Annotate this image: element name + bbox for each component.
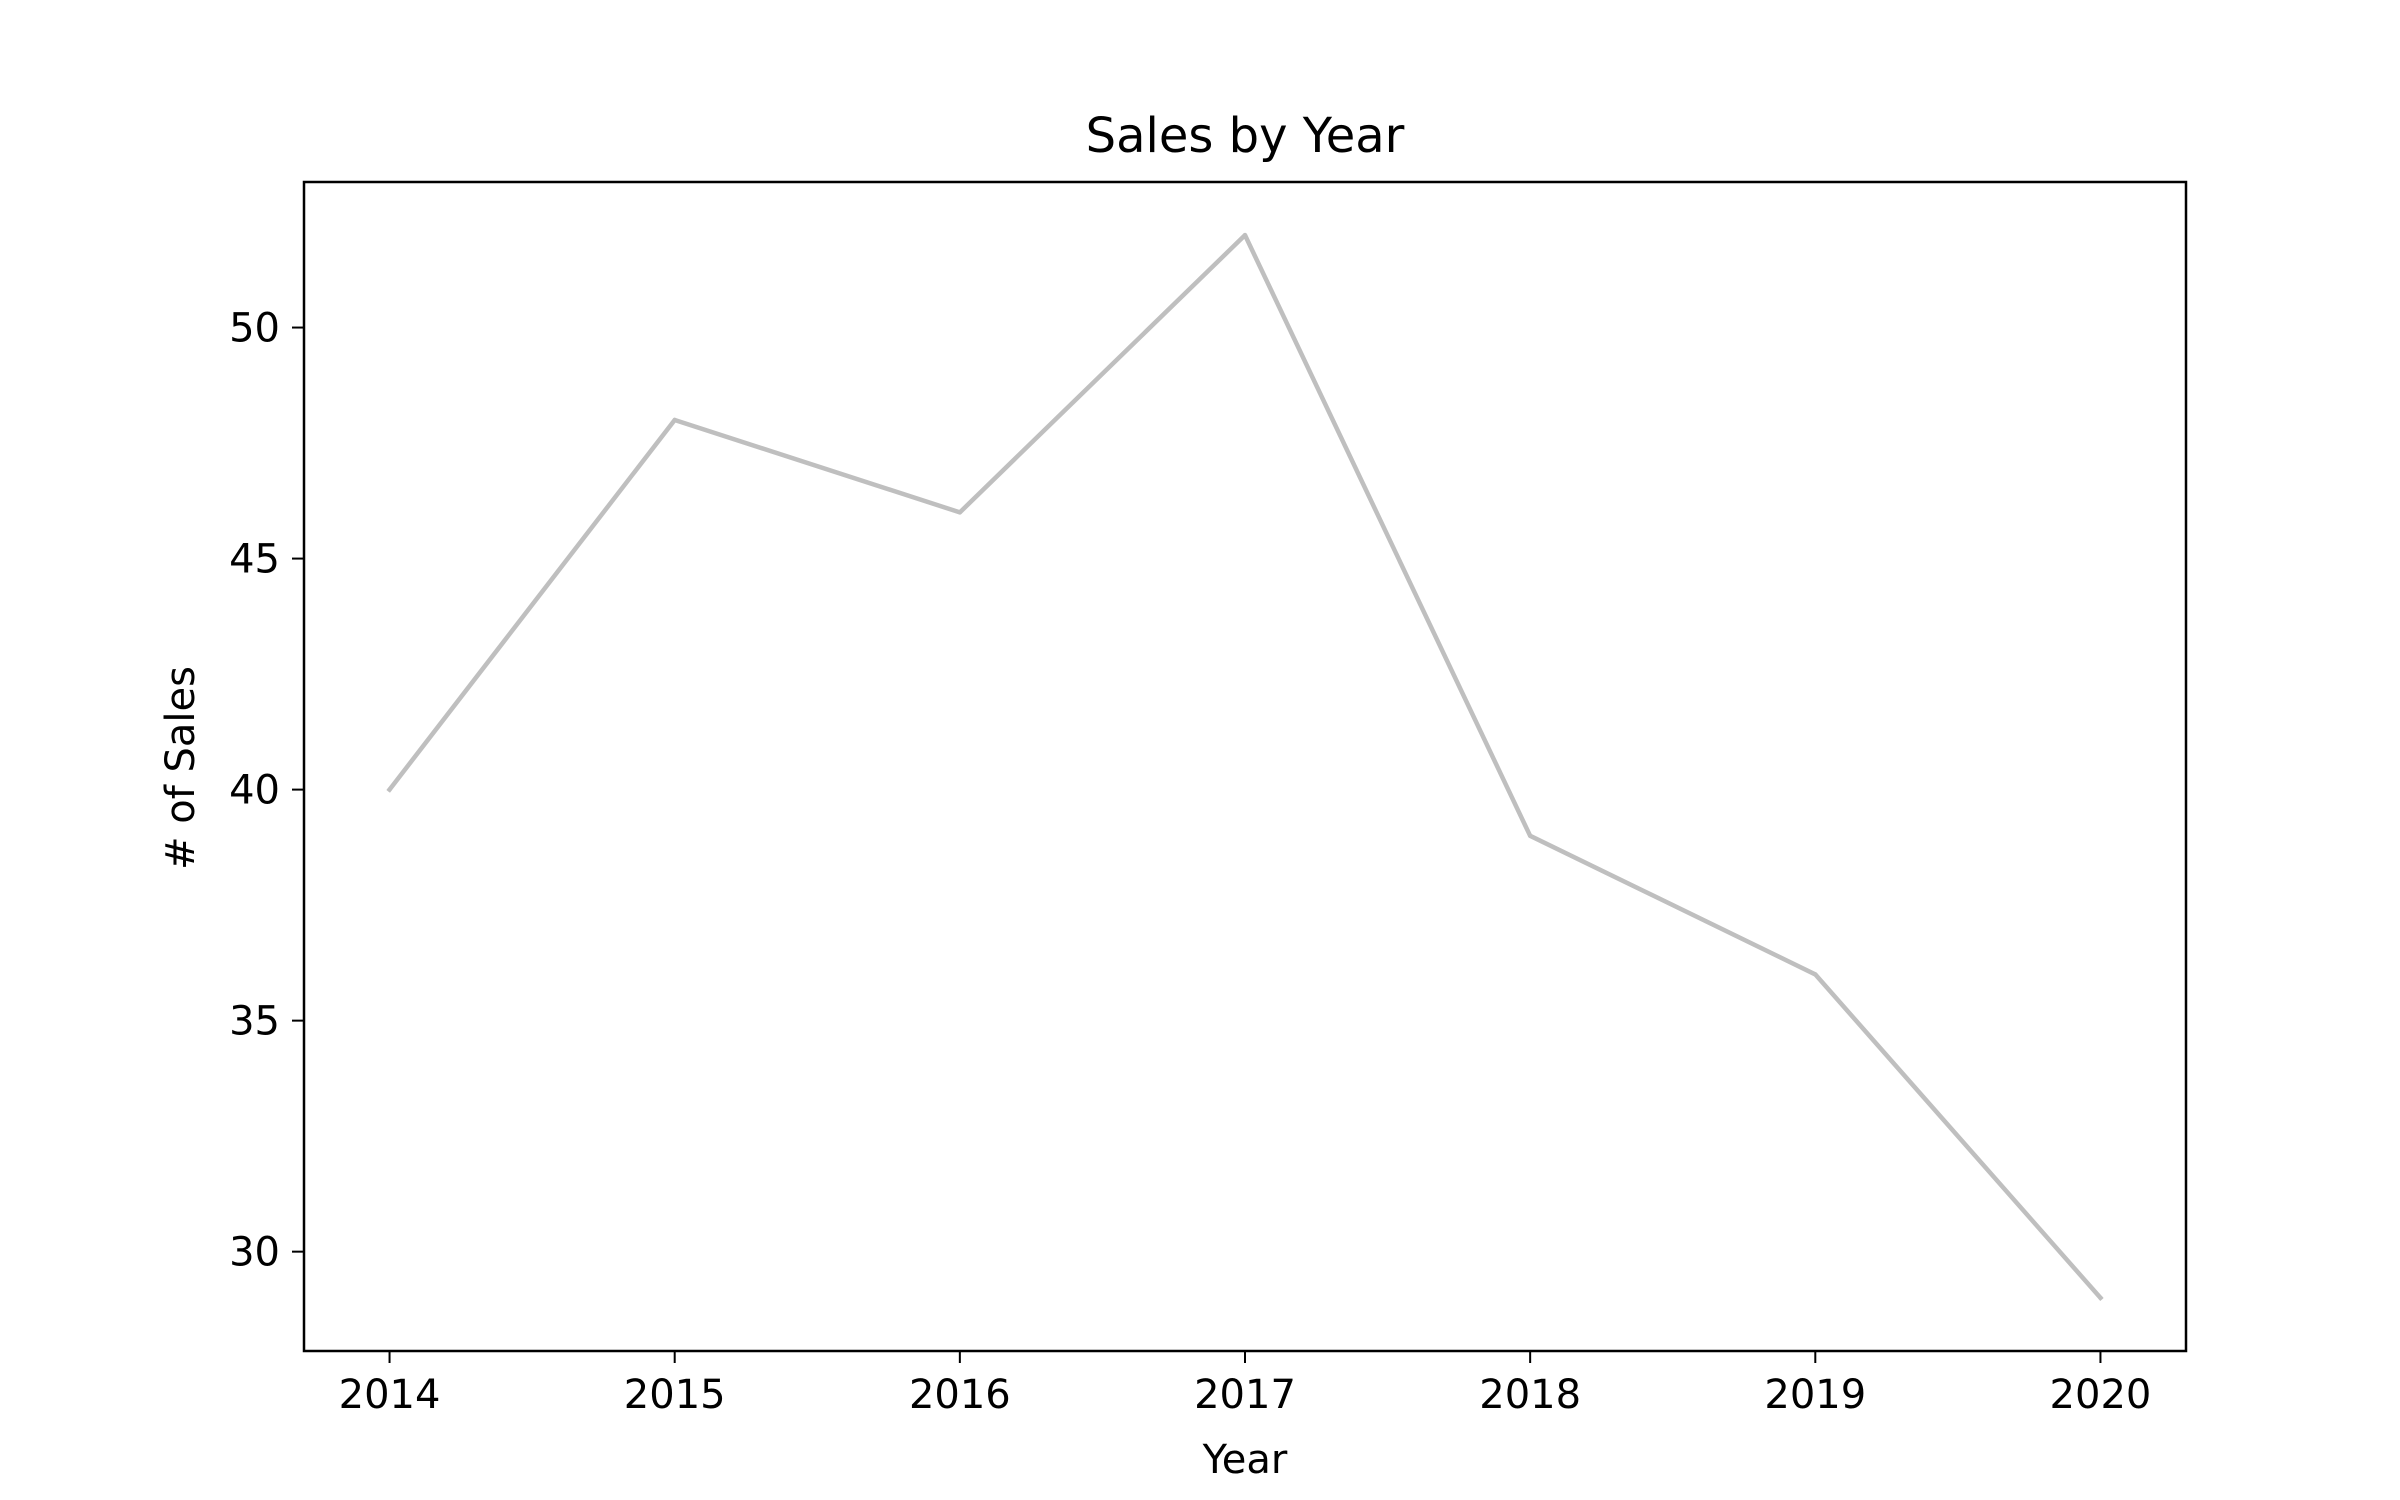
x-tick-label: 2015 — [624, 1372, 726, 1418]
y-tick-label: 50 — [229, 306, 280, 352]
data-point — [1242, 232, 1248, 238]
plot-area: 2014 2015 2016 2017 2018 2019 2020 30 35 40 45 50 — [229, 180, 2188, 1418]
x-tick-label: 2016 — [909, 1372, 1011, 1418]
x-tick-label: 2019 — [1764, 1372, 1866, 1418]
x-tick-label: 2014 — [339, 1372, 441, 1418]
series-line — [386, 232, 2104, 1302]
y-tick-label: 40 — [229, 768, 280, 814]
data-point — [387, 787, 392, 792]
x-tick-label: 2017 — [1194, 1372, 1296, 1418]
y-tick-label: 35 — [229, 999, 280, 1045]
x-axis-label: Year — [1202, 1437, 1288, 1483]
data-point — [1527, 833, 1533, 839]
x-tick-label: 2018 — [1479, 1372, 1581, 1418]
y-axis-label: # of Sales — [158, 666, 204, 870]
chart-title: Sales by Year — [1086, 108, 1405, 164]
data-point — [2098, 1295, 2103, 1301]
axes-frame — [302, 180, 2188, 1353]
data-point — [957, 510, 963, 515]
y-tick-label: 30 — [229, 1230, 280, 1276]
x-tick-label: 2020 — [2050, 1372, 2152, 1418]
data-point — [1813, 972, 1818, 977]
y-tick-label: 45 — [229, 537, 280, 583]
data-point — [672, 417, 677, 423]
